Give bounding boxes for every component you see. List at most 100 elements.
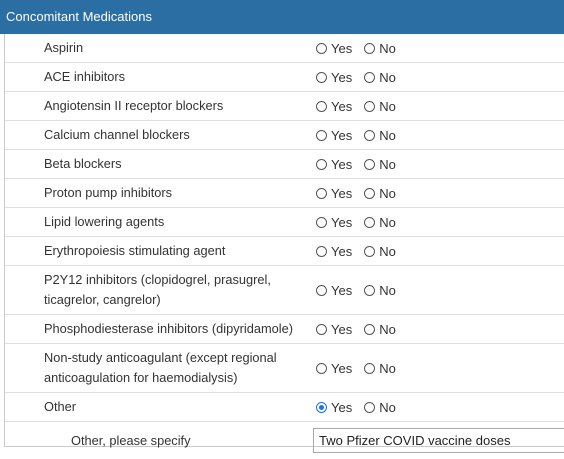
specify-row: Other, please specify Two Pfizer COVID v…: [5, 422, 564, 459]
radio-group: Yes No: [316, 244, 408, 259]
radio-button[interactable]: [316, 42, 327, 54]
radio-label: No: [379, 69, 396, 85]
radio-button[interactable]: [316, 323, 327, 335]
question-row: Other Yes No: [5, 393, 564, 422]
radio-group: Yes No: [316, 157, 408, 172]
radio-label: Yes: [331, 40, 353, 56]
question-row: Non-study anticoagulant (except regional…: [5, 344, 564, 393]
radio-button[interactable]: [364, 216, 376, 228]
radio-option[interactable]: No: [364, 157, 396, 172]
question-row: ACE inhibitors Yes No: [5, 63, 564, 92]
question-row: Aspirin Yes No: [5, 34, 564, 63]
radio-option[interactable]: No: [364, 99, 396, 114]
radio-button[interactable]: [316, 100, 327, 112]
radio-option[interactable]: No: [364, 128, 396, 143]
radio-option[interactable]: Yes: [316, 322, 352, 337]
radio-group: Yes No: [316, 186, 408, 201]
question-row: Calcium channel blockers Yes No: [5, 121, 564, 150]
question-row: P2Y12 inhibitors (clopidogrel, prasugrel…: [5, 266, 564, 315]
radio-label: Yes: [331, 156, 353, 172]
radio-group: Yes No: [316, 128, 408, 143]
panel-header: Concomitant Medications: [0, 0, 564, 34]
radio-button[interactable]: [364, 401, 376, 413]
radio-label: No: [379, 321, 396, 337]
question-label: Phosphodiesterase inhibitors (dipyridamo…: [44, 321, 293, 336]
radio-label: Yes: [331, 127, 353, 143]
radio-button[interactable]: [316, 216, 327, 228]
radio-option[interactable]: Yes: [316, 244, 352, 259]
radio-option[interactable]: No: [364, 244, 396, 259]
radio-option[interactable]: Yes: [316, 361, 352, 376]
radio-button[interactable]: [364, 100, 376, 112]
radio-label: Yes: [331, 360, 353, 376]
radio-button[interactable]: [364, 245, 376, 257]
radio-option[interactable]: Yes: [316, 400, 352, 415]
radio-group: Yes No: [316, 215, 408, 230]
radio-button[interactable]: [364, 42, 376, 54]
question-label: Beta blockers: [44, 156, 122, 171]
radio-option[interactable]: Yes: [316, 128, 352, 143]
radio-button[interactable]: [364, 362, 376, 374]
question-label: Lipid lowering agents: [44, 214, 165, 229]
question-row: Phosphodiesterase inhibitors (dipyridamo…: [5, 315, 564, 344]
radio-button[interactable]: [316, 71, 327, 83]
rows: Aspirin Yes No ACE inhibitors Yes No Angiotens…: [5, 34, 564, 422]
radio-label: No: [379, 399, 396, 415]
radio-option[interactable]: No: [364, 361, 396, 376]
radio-option[interactable]: No: [364, 41, 396, 56]
radio-option[interactable]: No: [364, 400, 396, 415]
radio-button[interactable]: [316, 284, 327, 296]
radio-option[interactable]: Yes: [316, 157, 352, 172]
question-row: Angiotensin II receptor blockers Yes No: [5, 92, 564, 121]
text-input[interactable]: Two Pfizer COVID vaccine doses: [313, 428, 564, 453]
question-label: ACE inhibitors: [44, 69, 126, 84]
radio-button[interactable]: [364, 323, 376, 335]
radio-option[interactable]: No: [364, 186, 396, 201]
radio-button[interactable]: [316, 245, 327, 257]
radio-label: No: [379, 214, 396, 230]
question-row: Erythropoiesis stimulating agent Yes No: [5, 237, 564, 266]
question-label: Calcium channel blockers: [44, 127, 190, 142]
question-label: Non-study anticoagulant (except regional…: [44, 350, 277, 385]
radio-option[interactable]: Yes: [316, 283, 352, 298]
radio-option[interactable]: Yes: [316, 186, 352, 201]
question-label: Aspirin: [44, 40, 84, 55]
radio-button[interactable]: [316, 187, 327, 199]
radio-button[interactable]: [316, 362, 327, 374]
radio-label: No: [379, 243, 396, 259]
radio-option[interactable]: No: [364, 283, 396, 298]
radio-label: No: [379, 127, 396, 143]
radio-button[interactable]: [364, 129, 376, 141]
radio-label: Yes: [331, 185, 353, 201]
radio-label: No: [379, 40, 396, 56]
question-label: Erythropoiesis stimulating agent: [44, 243, 226, 258]
radio-label: No: [379, 282, 396, 298]
radio-button[interactable]: [316, 401, 327, 413]
radio-button[interactable]: [364, 187, 376, 199]
radio-option[interactable]: Yes: [316, 215, 352, 230]
radio-option[interactable]: Yes: [316, 99, 352, 114]
radio-group: Yes No: [316, 41, 408, 56]
radio-label: Yes: [331, 69, 353, 85]
radio-button[interactable]: [316, 158, 327, 170]
question-row: Lipid lowering agents Yes No: [5, 208, 564, 237]
radio-group: Yes No: [316, 361, 408, 376]
radio-option[interactable]: Yes: [316, 41, 352, 56]
radio-option[interactable]: No: [364, 322, 396, 337]
radio-option[interactable]: No: [364, 215, 396, 230]
radio-label: Yes: [331, 282, 353, 298]
radio-button[interactable]: [364, 284, 376, 296]
radio-option[interactable]: No: [364, 70, 396, 85]
radio-button[interactable]: [364, 158, 376, 170]
radio-option[interactable]: Yes: [316, 70, 352, 85]
radio-group: Yes No: [316, 400, 408, 415]
radio-button[interactable]: [316, 129, 327, 141]
radio-label: No: [379, 360, 396, 376]
question-label: Angiotensin II receptor blockers: [44, 98, 224, 113]
radio-button[interactable]: [364, 71, 376, 83]
radio-group: Yes No: [316, 99, 408, 114]
question-row: Beta blockers Yes No: [5, 150, 564, 179]
radio-label: No: [379, 98, 396, 114]
